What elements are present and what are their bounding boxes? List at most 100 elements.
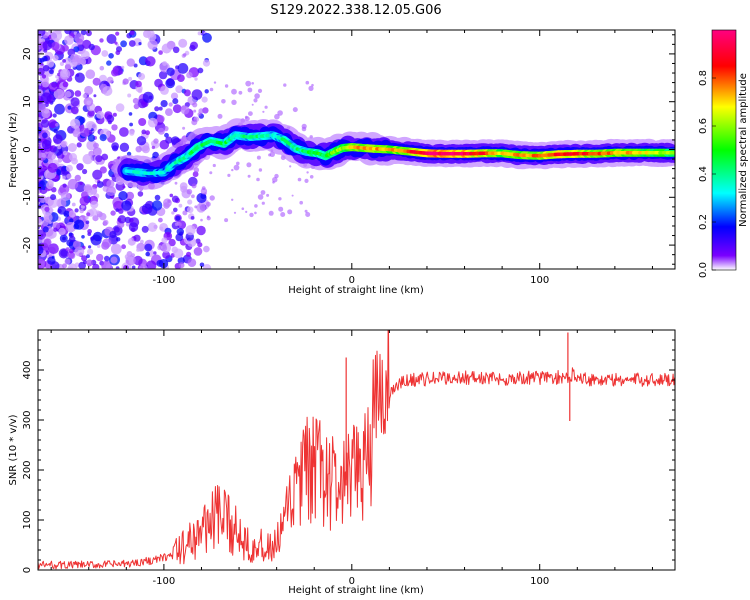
noise-blob: [147, 32, 157, 42]
noise-blob: [51, 187, 57, 193]
noise-blob: [96, 181, 104, 188]
noise-blob: [82, 39, 92, 50]
y-tick-label: 0: [22, 146, 33, 152]
noise-blob: [64, 30, 72, 35]
noise-blob: [253, 98, 258, 103]
noise-blob: [138, 118, 147, 126]
noise-blob: [74, 174, 82, 182]
noise-blob: [185, 225, 196, 236]
noise-blob: [180, 105, 190, 115]
noise-blob: [245, 210, 248, 213]
noise-blob: [163, 125, 169, 132]
noise-blob: [231, 168, 234, 172]
noise-blob: [40, 119, 50, 128]
noise-blob: [106, 114, 115, 123]
noise-blob: [167, 199, 171, 203]
noise-blob: [264, 105, 268, 109]
noise-blob: [102, 219, 109, 226]
noise-blob: [254, 204, 258, 208]
noise-blob: [254, 93, 260, 99]
noise-blob: [262, 110, 265, 113]
noise-blob: [171, 211, 175, 215]
y-tick-label: 300: [22, 410, 33, 429]
noise-blob: [58, 248, 69, 259]
noise-blob: [104, 255, 110, 262]
noise-blob: [241, 207, 245, 210]
noise-blob: [70, 106, 79, 115]
noise-blob: [44, 206, 50, 212]
spectrogram-plot-area: [38, 30, 675, 269]
noise-blob: [71, 157, 78, 165]
noise-blob: [224, 218, 229, 223]
noise-blob: [74, 219, 85, 230]
noise-blob: [156, 259, 164, 267]
noise-blob: [48, 119, 58, 129]
noise-blob: [125, 191, 135, 201]
noise-blob: [99, 166, 107, 174]
noise-blob: [82, 168, 88, 175]
noise-blob: [111, 124, 118, 131]
noise-blob: [194, 205, 198, 209]
noise-blob: [51, 30, 63, 41]
noise-blob: [299, 200, 304, 205]
noise-blob: [99, 65, 105, 71]
noise-blob: [62, 263, 67, 269]
noise-blob: [38, 184, 44, 190]
noise-blob: [42, 132, 48, 139]
noise-blob: [164, 132, 169, 138]
noise-blob: [247, 87, 253, 93]
noise-blob: [64, 258, 71, 265]
noise-blob: [201, 186, 206, 191]
noise-blob: [177, 63, 189, 74]
noise-blob: [122, 185, 126, 189]
noise-blob: [70, 118, 81, 129]
y-tick-label: 10: [22, 95, 33, 108]
noise-blob: [128, 222, 139, 232]
chart-title: S129.2022.338.12.05.G06: [270, 3, 441, 18]
noise-blob: [50, 145, 54, 150]
noise-blob: [198, 108, 204, 114]
noise-blob: [196, 225, 206, 236]
noise-blob: [165, 136, 173, 144]
noise-blob: [115, 31, 120, 36]
noise-blob: [278, 197, 282, 201]
noise-blob: [81, 235, 85, 239]
noise-blob: [48, 243, 59, 254]
noise-blob: [196, 192, 207, 204]
noise-blob: [172, 98, 179, 105]
noise-blob: [287, 209, 293, 215]
y-tick-label: -20: [22, 237, 33, 253]
noise-blob: [157, 245, 163, 251]
noise-blob: [238, 90, 243, 95]
snr-x-ticks: -100 0 100: [50, 330, 653, 587]
noise-blob: [301, 126, 307, 132]
noise-blob: [245, 116, 250, 122]
noise-blob: [65, 247, 70, 252]
noise-blob: [304, 209, 308, 213]
colorbar-label: Normalized spectral amplitude: [738, 73, 749, 227]
noise-blob: [52, 134, 63, 145]
noise-blob: [67, 178, 79, 190]
noise-blob: [115, 103, 125, 112]
noise-blob: [73, 240, 81, 249]
noise-blob: [92, 147, 102, 157]
noise-blob: [145, 130, 151, 136]
noise-blob: [205, 201, 211, 207]
noise-blob: [115, 50, 121, 56]
noise-blob: [50, 194, 57, 201]
noise-blob: [147, 222, 158, 232]
noise-blob: [86, 212, 91, 217]
noise-blob: [53, 88, 65, 100]
noise-blob: [182, 126, 186, 130]
noise-blob: [96, 111, 104, 119]
noise-blob: [87, 248, 94, 255]
noise-blob: [186, 188, 193, 195]
noise-blob: [144, 243, 153, 252]
noise-blob: [105, 264, 113, 269]
noise-blob: [60, 69, 69, 78]
noise-blob: [186, 71, 193, 79]
noise-blob: [175, 233, 184, 242]
noise-blob: [40, 92, 52, 104]
noise-blob: [57, 145, 62, 150]
noise-blob: [176, 228, 184, 236]
